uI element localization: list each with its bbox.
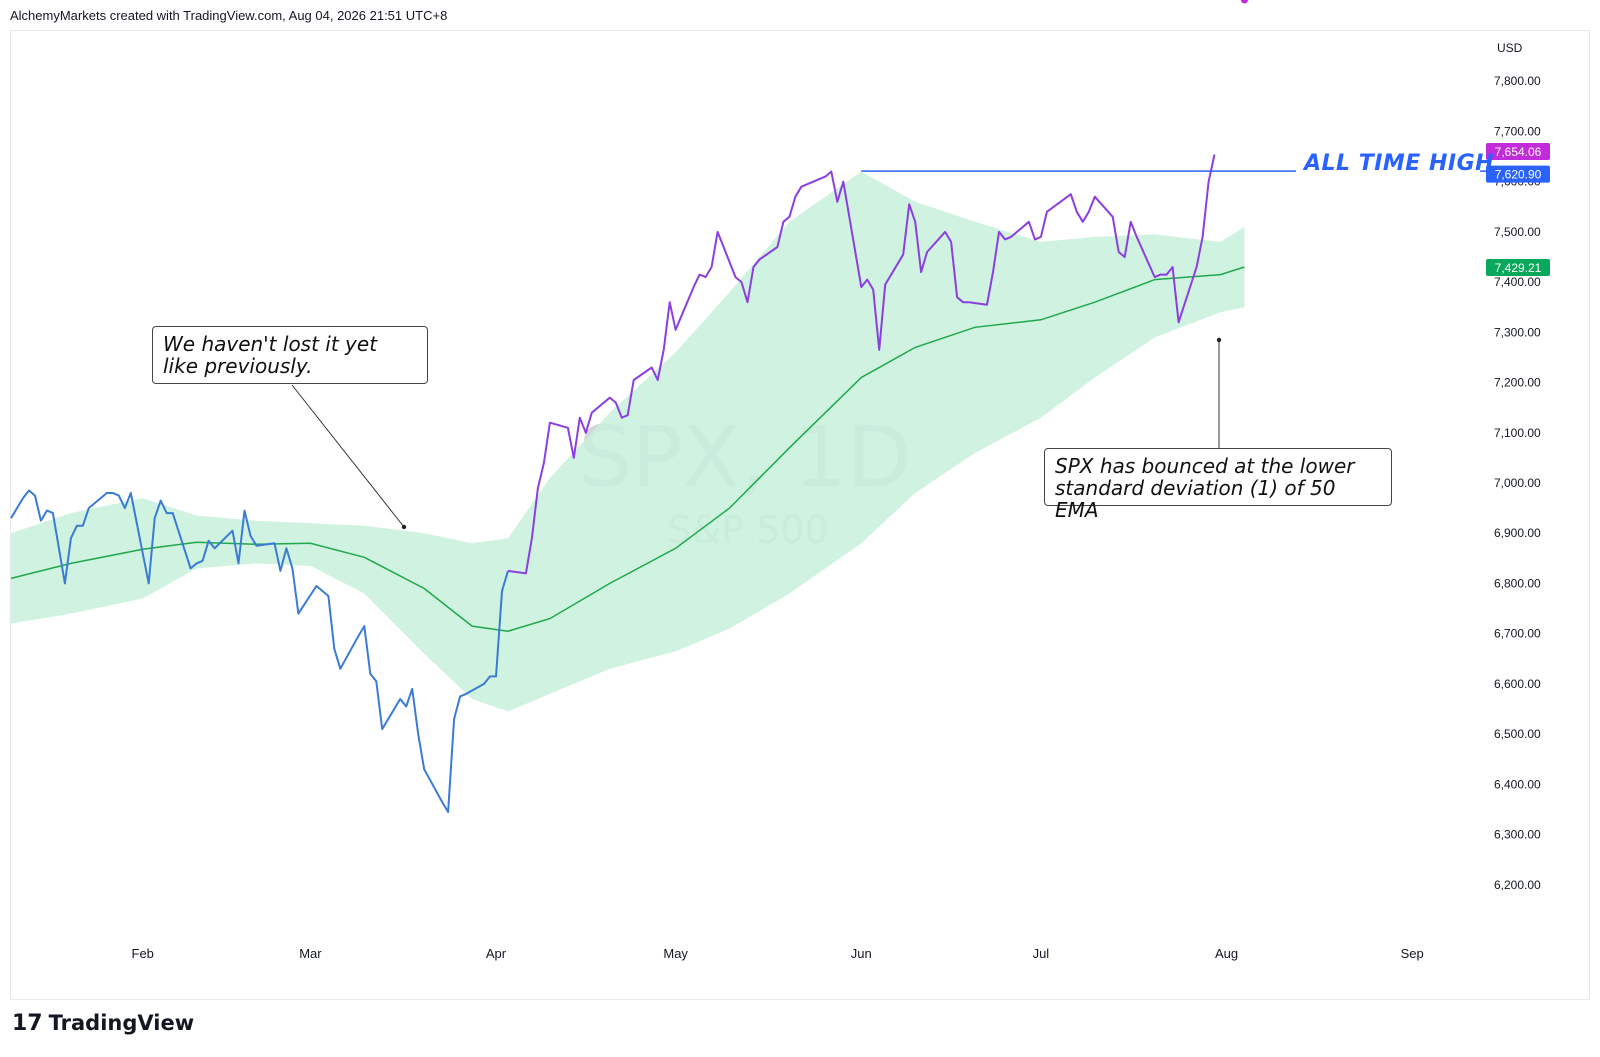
tradingview-logo-icon: 17	[12, 1010, 43, 1036]
y-axis-currency: USD	[1497, 41, 1523, 55]
y-tick-label: 7,700.00	[1494, 124, 1541, 138]
y-tick-label: 7,100.00	[1494, 426, 1541, 440]
y-tick-label: 7,400.00	[1494, 275, 1541, 289]
x-tick-label: May	[663, 946, 688, 961]
ath-label: ALL TIME HIGH	[1304, 151, 1495, 176]
x-tick-label: Jun	[851, 946, 872, 961]
y-tick-label: 7,800.00	[1494, 74, 1541, 88]
y-tick-label: 6,300.00	[1494, 828, 1541, 842]
y-tick-label: 6,500.00	[1494, 727, 1541, 741]
y-tick-label: 6,600.00	[1494, 677, 1541, 691]
price-line-blue	[10, 489, 509, 813]
price-tag-ema	[1486, 258, 1550, 276]
price-tag-label-last_price: 7,654.06	[1495, 145, 1542, 159]
price-tag-ath	[1486, 165, 1550, 183]
y-tick-label: 6,200.00	[1494, 878, 1541, 892]
y-tick-label: 6,800.00	[1494, 576, 1541, 590]
price-tag-last_price	[1486, 143, 1550, 161]
right-callout: SPX has bounced at the lower standard de…	[1044, 448, 1392, 521]
y-tick-label: 7,000.00	[1494, 476, 1541, 490]
ema50-line	[10, 266, 1245, 632]
x-tick-label: Aug	[1215, 946, 1238, 961]
std-dev-band	[11, 171, 1245, 712]
chart-attribution: AlchemyMarkets created with TradingView.…	[10, 8, 448, 23]
price-tag-label-ema: 7,429.21	[1495, 261, 1542, 275]
x-tick-label: Sep	[1401, 946, 1424, 961]
y-tick-label: 7,200.00	[1494, 376, 1541, 390]
right-callout-anchor	[1216, 337, 1222, 343]
price-line-purple	[507, 154, 1216, 575]
x-tick-label: Mar	[299, 946, 322, 961]
x-tick-label: Feb	[132, 946, 154, 961]
x-tick-label: Jul	[1033, 946, 1050, 961]
y-tick-label: 6,700.00	[1494, 627, 1541, 641]
left-callout: We haven't lost it yet like previously.	[152, 326, 428, 384]
tradingview-logo[interactable]: 17 TradingView	[12, 1008, 194, 1038]
left-callout-pointer	[291, 384, 405, 528]
tradingview-logo-text: TradingView	[48, 1011, 195, 1035]
chart-frame	[10, 30, 1590, 1000]
price-tag-label-ath: 7,620.90	[1495, 168, 1542, 182]
last-price-dot	[1240, 0, 1248, 4]
y-tick-label: 7,500.00	[1494, 225, 1541, 239]
left-callout-anchor	[401, 524, 407, 530]
y-tick-label: 7,300.00	[1494, 325, 1541, 339]
x-tick-label: Apr	[486, 946, 507, 961]
y-tick-label: 6,900.00	[1494, 526, 1541, 540]
y-tick-label: 6,400.00	[1494, 777, 1541, 791]
